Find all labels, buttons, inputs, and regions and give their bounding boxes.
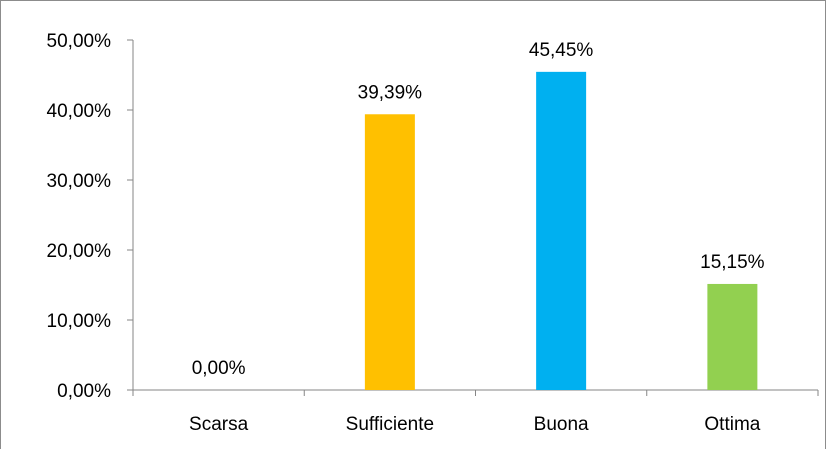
x-axis: Scarsa Sufficiente Buona Ottima [132, 389, 819, 435]
y-tick-label: 20,00% [47, 241, 112, 262]
category-label: Ottima [704, 414, 760, 435]
data-labels: 0,00% 39,39% 45,45% 15,15% [192, 40, 765, 379]
y-tick-label: 50,00% [47, 31, 112, 52]
category-label: Buona [534, 414, 589, 435]
data-label: 0,00% [192, 358, 246, 379]
bar-ottima [707, 283, 758, 390]
y-axis: 0,00% 10,00% 20,00% 30,00% 40,00% 50,00% [47, 31, 134, 402]
data-label: 39,39% [358, 82, 423, 103]
bar-buona [536, 71, 587, 390]
category-label: Sufficiente [346, 414, 434, 435]
category-label: Scarsa [189, 414, 249, 435]
bars [364, 71, 758, 391]
data-label: 15,15% [700, 252, 765, 273]
y-tick-label: 30,00% [47, 171, 112, 192]
data-label: 45,45% [529, 40, 594, 61]
y-tick-label: 10,00% [47, 311, 112, 332]
bar-sufficiente [364, 114, 415, 391]
y-tick-label: 40,00% [47, 101, 112, 122]
y-tick-label: 0,00% [57, 381, 111, 402]
